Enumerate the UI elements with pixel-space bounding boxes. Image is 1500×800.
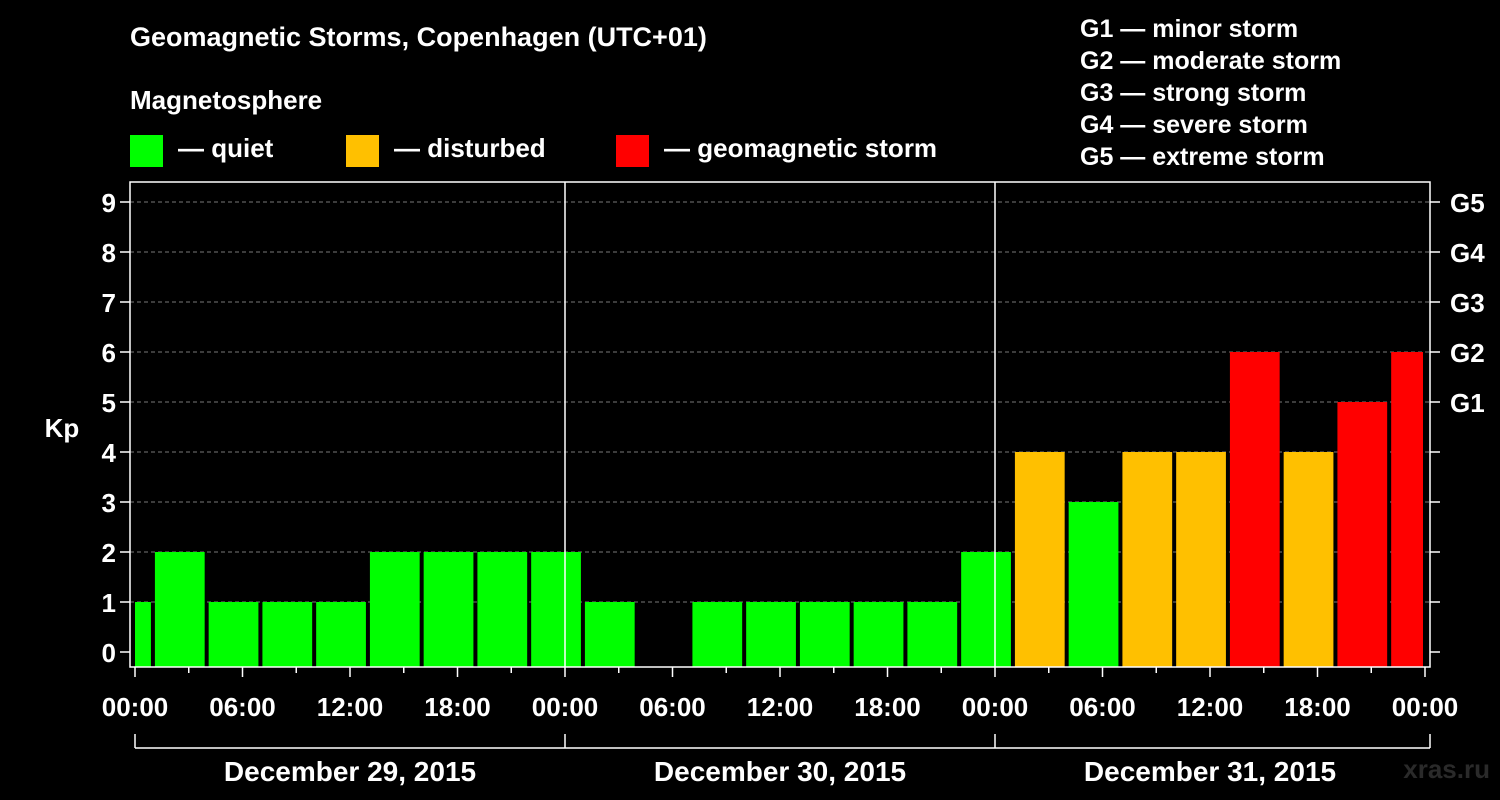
kp-bar (208, 602, 259, 667)
kp-bar (1014, 452, 1065, 667)
x-tick-label: 00:00 (1392, 692, 1459, 722)
g-scale-label: G2 (1450, 338, 1485, 368)
x-tick-label: 06:00 (1069, 692, 1136, 722)
watermark: xras.ru (1403, 754, 1490, 784)
kp-bar (423, 552, 474, 667)
g-scale-label: G3 (1450, 288, 1485, 318)
quiet-swatch (130, 135, 163, 167)
legend-label-quiet: — quiet (178, 133, 274, 163)
magnetosphere-heading: Magnetosphere (130, 85, 323, 115)
kp-bar (746, 602, 796, 667)
y-tick-label: 0 (102, 638, 116, 668)
disturbed-swatch (346, 135, 379, 167)
x-tick-label: 12:00 (1177, 692, 1244, 722)
x-tick-label: 18:00 (854, 692, 921, 722)
kp-bar (853, 602, 904, 667)
x-tick-label: 00:00 (102, 692, 169, 722)
y-tick-label: 6 (102, 338, 116, 368)
x-tick-label: 06:00 (639, 692, 706, 722)
kp-bar (584, 602, 635, 667)
g-scale-label: G4 (1450, 238, 1485, 268)
storm-swatch (616, 135, 649, 167)
storm-scale-g1: G1 — minor storm (1080, 15, 1299, 43)
x-tick-label: 18:00 (1284, 692, 1351, 722)
y-tick-label: 7 (102, 288, 116, 318)
kp-bar (369, 552, 420, 667)
kp-bar (961, 552, 1011, 667)
kp-bar (1391, 352, 1423, 667)
y-tick-label: 5 (102, 388, 116, 418)
g-scale-label: G5 (1450, 188, 1485, 218)
kp-bar (316, 602, 366, 667)
legend-label-storm: — geomagnetic storm (664, 133, 938, 163)
day-label: December 31, 2015 (1084, 756, 1336, 787)
kp-bar (531, 552, 581, 667)
y-tick-label: 9 (102, 188, 116, 218)
kp-bar (1229, 352, 1280, 667)
chart-title: Geomagnetic Storms, Copenhagen (UTC+01) (130, 22, 707, 52)
storm-scale-g3: G3 — strong storm (1080, 79, 1307, 107)
day-label: December 30, 2015 (654, 756, 906, 787)
kp-bar (907, 602, 958, 667)
kp-bar (262, 602, 313, 667)
kp-bar (799, 602, 850, 667)
y-tick-label: 4 (102, 438, 117, 468)
legend-label-disturbed: — disturbed (394, 133, 546, 163)
x-tick-label: 00:00 (532, 692, 599, 722)
g-scale-label: G1 (1450, 388, 1485, 418)
y-tick-label: 3 (102, 488, 116, 518)
x-tick-label: 06:00 (209, 692, 276, 722)
kp-bar (1283, 452, 1334, 667)
kp-bar (1176, 452, 1226, 667)
kp-bar (1122, 452, 1173, 667)
kp-bar (692, 602, 743, 667)
x-tick-label: 12:00 (747, 692, 814, 722)
storm-scale-g4: G4 — severe storm (1080, 111, 1308, 139)
kp-bar (477, 552, 528, 667)
y-tick-label: 8 (102, 238, 116, 268)
x-tick-label: 12:00 (317, 692, 384, 722)
kp-bar (135, 602, 151, 667)
storm-scale-g2: G2 — moderate storm (1080, 47, 1342, 75)
x-tick-label: 00:00 (962, 692, 1029, 722)
storm-scale-g5: G5 — extreme storm (1080, 143, 1325, 171)
y-tick-label: 2 (102, 538, 116, 568)
day-label: December 29, 2015 (224, 756, 476, 787)
kp-bar (1068, 502, 1119, 667)
x-tick-label: 18:00 (424, 692, 491, 722)
kp-bar (1337, 402, 1388, 667)
y-axis-label: Kp (45, 413, 80, 443)
kp-bar (154, 552, 205, 667)
y-tick-label: 1 (102, 588, 116, 618)
storm-scale-legend: G1 — minor storm G2 — moderate storm G3 … (1080, 13, 1341, 173)
